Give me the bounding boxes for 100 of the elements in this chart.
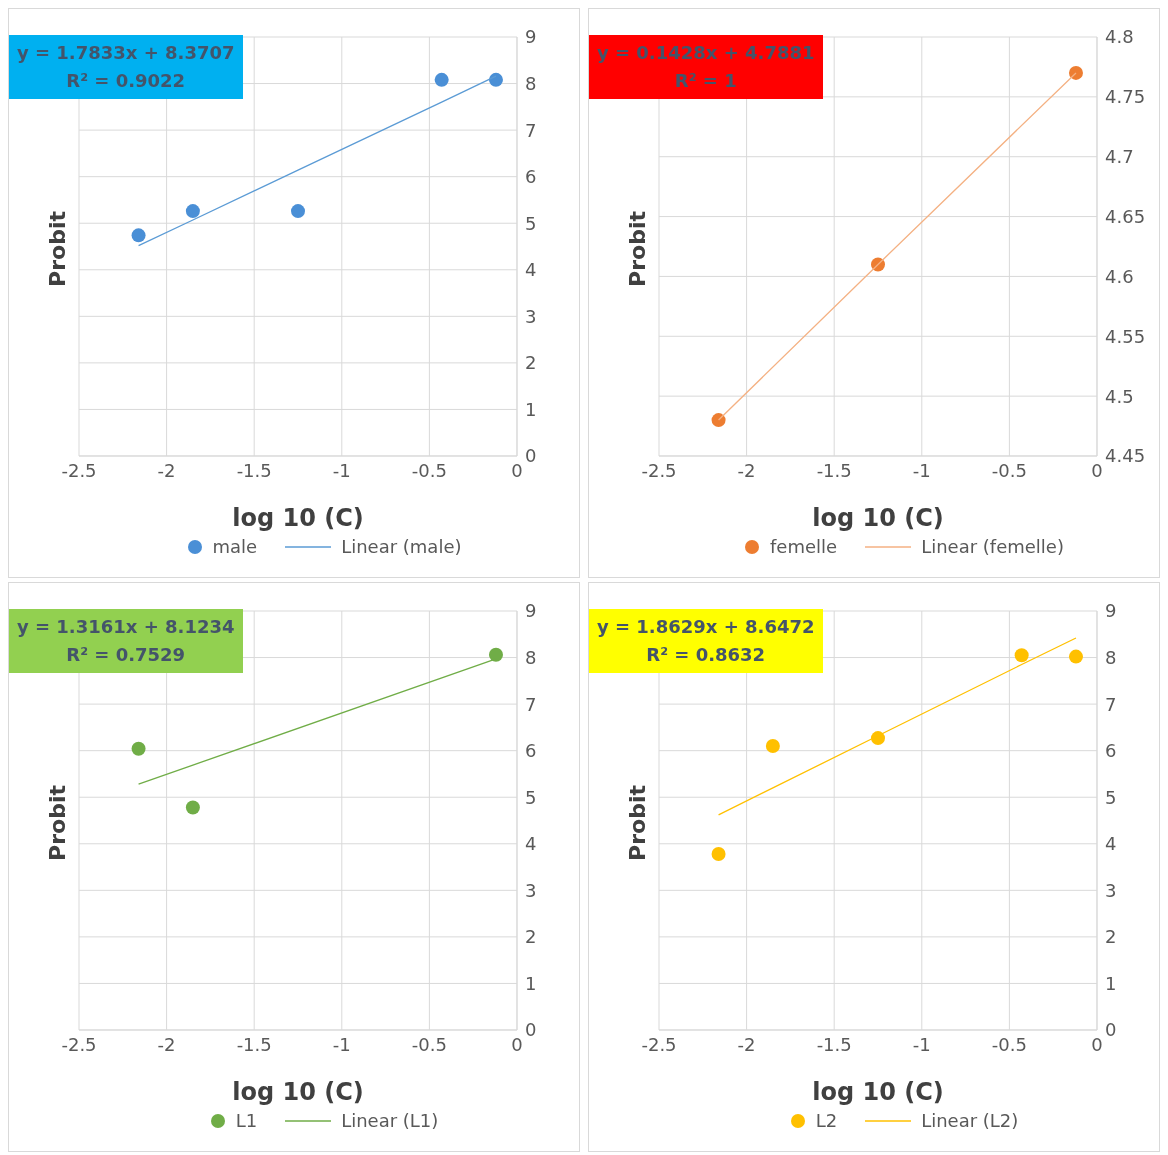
annotation: y = 1.8629x + 8.6472 [597,615,815,639]
y-tick-label: 5 [525,786,537,808]
y-tick-label: 4.5 [1105,385,1134,407]
annotation: y = 0.1428x + 4.7881 [597,41,815,65]
x-tick-label: -1.5 [236,1033,272,1055]
point [131,228,146,243]
x-tick-label: -1 [332,1033,351,1055]
y-tick-label: 0 [525,445,537,467]
y-tick-label: 4 [525,259,537,281]
annotation: R² = 0.9022 [65,69,187,93]
x-tick-label: -2 [157,1033,176,1055]
y-axis-title: Probit [45,785,70,861]
x-tick-label: -1.5 [816,1033,852,1055]
point [711,413,726,428]
x-tick-label: 0 [1091,1033,1103,1055]
y-tick-label: 9 [525,26,537,48]
x-tick-label: -0.5 [411,459,447,481]
y-tick-label: 7 [1105,693,1117,715]
x-axis-title: log 10 (C) [232,504,364,532]
y-tick-label: 5 [525,212,537,234]
legend-label: Linear (femelle) [921,536,1064,557]
x-tick-label: -2 [737,459,756,481]
point [488,647,503,662]
x-tick-label: -2 [157,459,176,481]
point [185,800,200,815]
x-tick-label: -0.5 [411,1033,447,1055]
x-tick-label: -2.5 [641,1033,677,1055]
legend-label: Linear (L1) [341,1110,439,1131]
annotation: R² = 0.8632 [645,643,767,667]
legend-label: L2 [815,1110,838,1131]
x-axis-title: log 10 (C) [812,504,944,532]
point [185,204,200,219]
point [1068,649,1083,664]
point [1068,65,1083,80]
legend-label: Linear (male) [341,536,462,557]
y-tick-label: 4 [525,833,537,855]
legend-label: L1 [235,1110,258,1131]
y-tick-label: 0 [525,1019,537,1041]
point [1014,648,1029,663]
y-tick-label: 4 [1105,833,1117,855]
y-tick-label: 8 [525,72,537,94]
x-tick-label: -2.5 [641,459,677,481]
x-tick-label: 0 [511,1033,523,1055]
annotation: R² = 1 [673,69,738,93]
y-tick-label: 8 [525,646,537,668]
x-tick-label: -1 [912,1033,931,1055]
x-axis-title: log 10 (C) [232,1078,364,1106]
y-axis-title: Probit [625,211,650,287]
y-tick-label: 9 [525,600,537,622]
x-axis-title: log 10 (C) [812,1078,944,1106]
x-tick-label: -2.5 [61,1033,97,1055]
x-tick-label: -2.5 [61,459,97,481]
x-tick-label: -1.5 [236,459,272,481]
y-tick-label: 8 [1105,646,1117,668]
y-tick-label: 4.6 [1105,265,1134,287]
y-tick-label: 3 [525,305,537,327]
point [488,72,503,87]
y-tick-label: 9 [1105,600,1117,622]
point [131,741,146,756]
y-tick-label: 6 [1105,740,1117,762]
y-tick-label: 4.8 [1105,26,1134,48]
y-tick-label: 3 [525,879,537,901]
legend-label: male [212,536,258,557]
y-tick-label: 7 [525,693,537,715]
y-axis-title: Probit [625,785,650,861]
y-tick-label: 7 [525,119,537,141]
legend-label: femelle [770,536,838,557]
y-tick-label: 4.55 [1105,325,1146,347]
point [291,204,305,219]
annotation: y = 1.7833x + 8.3707 [17,41,235,65]
y-tick-label: 4.7 [1105,146,1134,168]
x-tick-label: 0 [1091,459,1103,481]
x-tick-label: -0.5 [991,459,1027,481]
y-tick-label: 1 [525,398,537,420]
y-tick-label: 1 [1105,972,1117,994]
y-tick-label: 6 [525,740,537,762]
y-tick-label: 2 [1105,926,1117,948]
y-tick-label: 2 [525,352,537,374]
y-tick-label: 4.45 [1105,445,1146,467]
x-tick-label: -2 [737,1033,756,1055]
y-tick-label: 0 [1105,1019,1117,1041]
x-tick-label: -1 [332,459,351,481]
x-tick-label: -1 [912,459,931,481]
y-tick-label: 4.65 [1105,205,1146,227]
y-axis-title: Probit [45,211,70,287]
x-tick-label: 0 [511,459,523,481]
annotation: R² = 0.7529 [65,643,187,667]
point [765,739,780,754]
annotation: y = 1.3161x + 8.1234 [17,615,235,639]
point [711,847,726,862]
y-tick-label: 1 [525,972,537,994]
point [434,72,449,87]
x-tick-label: -0.5 [991,1033,1027,1055]
y-tick-label: 4.75 [1105,86,1146,108]
y-tick-label: 6 [525,166,537,188]
legend-label: Linear (L2) [921,1110,1019,1131]
x-tick-label: -1.5 [816,459,852,481]
y-tick-label: 5 [1105,786,1117,808]
y-tick-label: 3 [1105,879,1117,901]
y-tick-label: 2 [525,926,537,948]
